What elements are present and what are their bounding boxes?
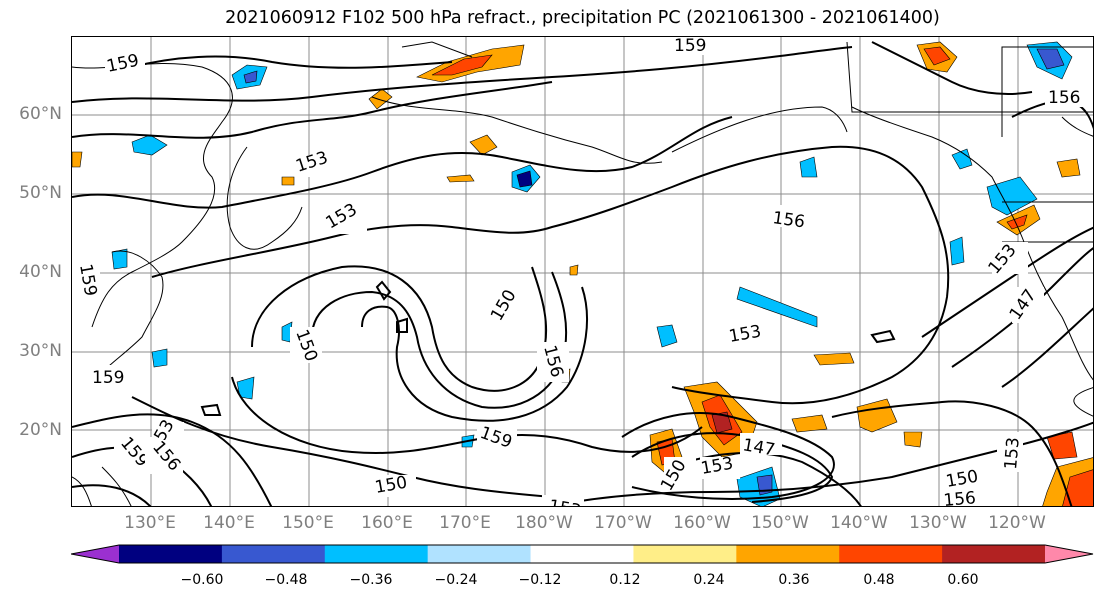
coastlines [72, 41, 1093, 506]
contour-label: 156 [1048, 88, 1080, 108]
colorbar-tick-label: 0.60 [947, 572, 979, 588]
contour-label: 153 [1001, 436, 1024, 470]
colorbar-tick-label: 0.48 [863, 572, 895, 588]
precip-patch [923, 46, 951, 66]
precip-patch [1056, 158, 1081, 178]
precip-patch [1062, 469, 1093, 506]
contour-label: 159 [92, 368, 124, 388]
colorbar-tick-label: −0.12 [518, 572, 562, 588]
colorbar-outline [70, 544, 1094, 564]
precip-patch [799, 156, 818, 178]
precip-patch [446, 174, 475, 183]
colorbar-tick-label: 0.24 [693, 572, 725, 588]
contour-label: 147 [741, 435, 776, 460]
precip-patch [431, 54, 493, 76]
contour-label: 153 [547, 496, 582, 507]
lon-label-120w: 120°W [988, 513, 1046, 533]
precip-patch [903, 431, 923, 448]
colorbar-tick-label: 0.12 [609, 572, 641, 588]
lat-label-20n: 20°N [19, 420, 62, 440]
precip-patch [72, 151, 83, 168]
precip-patch [711, 411, 733, 434]
lon-label-180w: 180°W [515, 513, 573, 533]
lon-label-160w: 160°W [673, 513, 731, 533]
colorbar-segment [324, 545, 429, 563]
precip-patch [469, 134, 498, 156]
lon-label-130e: 130°E [124, 513, 176, 533]
precip-patch [111, 248, 128, 270]
map-panel: 159 159 156 153 153 150 150 156 159 153 … [71, 36, 1094, 507]
lon-label-160e: 160°E [361, 513, 413, 533]
precip-patch [986, 176, 1038, 216]
colorbar-tick-label: −0.24 [434, 572, 478, 588]
colorbar-tick-label: −0.60 [180, 572, 224, 588]
contour-labels: 159 159 156 153 153 150 150 156 159 153 … [72, 37, 1085, 507]
precip-patch [281, 176, 295, 186]
precip-patch [243, 70, 258, 84]
lon-label-140e: 140°E [203, 513, 255, 533]
colorbar-segment [221, 545, 326, 563]
precip-patch [949, 236, 965, 266]
precip-patch [1006, 214, 1028, 230]
precip-patch [856, 398, 898, 433]
lat-label-50n: 50°N [19, 183, 62, 203]
precip-patch [516, 170, 533, 188]
precip-patch [1036, 48, 1065, 70]
precip-patch [656, 324, 678, 348]
precip-patch [951, 148, 973, 170]
colorbar-tick-label: −0.48 [264, 572, 308, 588]
contour-label: 156 [771, 208, 806, 232]
lat-label-30n: 30°N [19, 341, 62, 361]
precip-patch [736, 286, 818, 328]
lon-label-140w: 140°W [830, 513, 888, 533]
lat-label-40n: 40°N [19, 262, 62, 282]
precip-patch [813, 352, 855, 366]
contour-label: 159 [674, 37, 706, 56]
colorbar-tick-label: −0.36 [349, 572, 393, 588]
colorbar-segment [633, 545, 737, 563]
colorbar-segment [530, 545, 634, 563]
colorbar-svg [70, 544, 1094, 564]
colorbar-segment [427, 545, 532, 563]
lon-label-170w: 170°W [594, 513, 652, 533]
contour-label: 156 [943, 488, 977, 507]
colorbar-tick-label: 0.36 [778, 572, 810, 588]
lon-label-130w: 130°W [909, 513, 967, 533]
colorbar-segment [839, 545, 943, 563]
precip-patch [151, 348, 168, 368]
lon-label-170e: 170°E [439, 513, 491, 533]
precip-patch [368, 88, 393, 110]
map-canvas: 159 159 156 153 153 150 150 156 159 153 … [72, 37, 1093, 507]
colorbar-extend-low [71, 545, 119, 563]
precip-patch [791, 414, 828, 433]
colorbar-segment [736, 545, 840, 563]
colorbar-segment [942, 545, 1046, 563]
colorbar-segment [119, 545, 223, 563]
precip-patch [236, 376, 255, 400]
precip-patch [756, 474, 773, 496]
lon-label-150e: 150°E [282, 513, 334, 533]
lat-label-60n: 60°N [19, 104, 62, 124]
precip-patch [569, 264, 579, 276]
map-title: 2021060912 F102 500 hPa refract., precip… [225, 8, 940, 28]
colorbar-extend-high [1045, 545, 1093, 563]
lon-label-150w: 150°W [751, 513, 809, 533]
colorbar [70, 543, 1095, 569]
precip-patch [131, 134, 168, 156]
